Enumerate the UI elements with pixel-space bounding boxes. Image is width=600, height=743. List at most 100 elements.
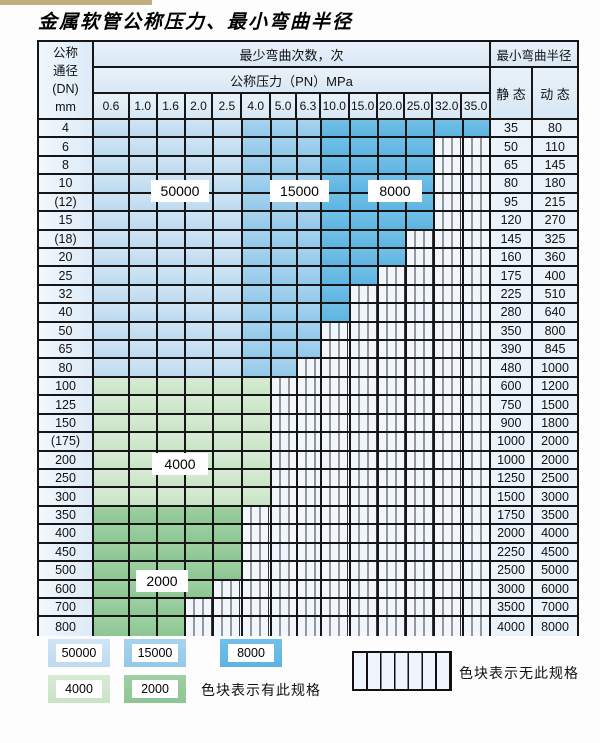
no-spec-cell	[435, 433, 464, 452]
no-spec-cell	[464, 267, 491, 286]
no-spec-cell	[379, 451, 407, 471]
dynamic-radius-cell: 4000	[533, 525, 577, 544]
table-row: 350 1750 3500	[39, 506, 577, 526]
dynamic-radius-cell: 1500	[533, 396, 577, 415]
spec-cell	[186, 488, 214, 507]
spec-cell	[94, 156, 130, 176]
table-header: 公称 通径 (DN) mm 最少弯曲次数，次 公称压力（PN）MPa 0.6 1.…	[39, 42, 577, 120]
legend-swatch: 8000	[220, 639, 282, 667]
spec-cell	[130, 138, 158, 157]
spec-cell	[214, 156, 243, 176]
no-spec-cell	[214, 580, 243, 599]
no-spec-cell	[379, 433, 407, 452]
no-spec-cell	[298, 451, 322, 471]
spec-cell	[158, 488, 186, 507]
no-spec-cell	[435, 304, 464, 323]
spec-cell	[214, 525, 243, 544]
no-spec-cell	[351, 359, 379, 378]
dynamic-radius-cell: 2500	[533, 470, 577, 489]
no-spec-cell	[298, 470, 322, 489]
no-spec-cell	[243, 543, 272, 563]
no-spec-cell	[435, 470, 464, 489]
spec-cell	[351, 212, 379, 231]
spec-cell	[158, 248, 186, 268]
no-spec-cell	[272, 617, 298, 636]
no-spec-cell	[407, 341, 435, 360]
spec-cell	[272, 322, 298, 342]
no-spec-cell	[351, 414, 379, 434]
no-spec-cell	[435, 341, 464, 360]
legend-swatch-label: 15000	[132, 644, 178, 662]
legend-swatch: 15000	[124, 639, 186, 667]
dn-cell: 65	[39, 341, 94, 360]
dynamic-radius-cell: 2000	[533, 451, 577, 471]
spec-cell	[214, 396, 243, 415]
spec-cell	[94, 543, 130, 563]
spec-cell	[186, 543, 214, 563]
no-spec-cell	[322, 414, 351, 434]
dn-cell: 800	[39, 617, 94, 636]
spec-cell	[351, 248, 379, 268]
no-spec-cell	[407, 396, 435, 415]
spec-cell	[214, 322, 243, 342]
spec-cell	[322, 175, 351, 194]
no-spec-cell	[322, 580, 351, 599]
dn-cell: 40	[39, 304, 94, 323]
static-radius-cell: 1000	[491, 433, 533, 452]
dn-cell: 50	[39, 322, 94, 342]
no-spec-cell	[435, 212, 464, 231]
spec-cell	[130, 433, 158, 452]
spec-cell	[186, 120, 214, 139]
no-spec-cell	[272, 396, 298, 415]
spec-cell	[186, 267, 214, 286]
no-spec-cell	[322, 598, 351, 618]
spec-cell	[186, 396, 214, 415]
dynamic-radius-cell: 400	[533, 267, 577, 286]
spec-cell	[298, 285, 322, 305]
spec-cell	[214, 506, 243, 526]
spec-cell	[186, 138, 214, 157]
spec-cell	[298, 156, 322, 176]
no-spec-cell	[351, 562, 379, 581]
dn-cell: 8	[39, 156, 94, 176]
spec-cell	[322, 230, 351, 249]
no-spec-cell	[351, 506, 379, 526]
spec-cell	[94, 414, 130, 434]
table-row: 700 3500 7000	[39, 598, 577, 618]
spec-cell	[186, 341, 214, 360]
spec-cell	[379, 120, 407, 139]
no-spec-cell	[379, 543, 407, 563]
no-spec-cell	[379, 525, 407, 544]
spec-cell	[322, 248, 351, 268]
table-row: 32 225 510	[39, 285, 577, 305]
spec-cell	[158, 138, 186, 157]
dn-cell: 15	[39, 212, 94, 231]
spec-cell	[272, 212, 298, 231]
dn-cell: (18)	[39, 230, 94, 249]
spec-cell	[186, 580, 214, 599]
no-spec-cell	[464, 525, 491, 544]
spec-cell	[130, 322, 158, 342]
spec-cell	[94, 267, 130, 286]
spec-cell	[130, 617, 158, 636]
no-spec-cell	[435, 414, 464, 434]
spec-cell	[214, 175, 243, 194]
no-spec-cell	[435, 396, 464, 415]
spec-cell	[464, 120, 491, 139]
static-radius-cell: 175	[491, 267, 533, 286]
cycle-count-label: 15000	[270, 180, 329, 202]
spec-cell	[158, 267, 186, 286]
spec-cell	[130, 120, 158, 139]
static-radius-cell: 3500	[491, 598, 533, 618]
dynamic-radius-cell: 80	[533, 120, 577, 139]
spec-cell	[322, 267, 351, 286]
dn-header-line: mm	[55, 100, 76, 114]
no-spec-cell	[322, 562, 351, 581]
pressure-title: 公称压力（PN）MPa	[94, 68, 489, 94]
dynamic-header: 动 态	[533, 68, 577, 118]
no-spec-cell	[379, 506, 407, 526]
static-radius-cell: 95	[491, 193, 533, 213]
spec-cell	[243, 359, 272, 378]
no-spec-cell	[435, 138, 464, 157]
spec-cell	[94, 617, 130, 636]
